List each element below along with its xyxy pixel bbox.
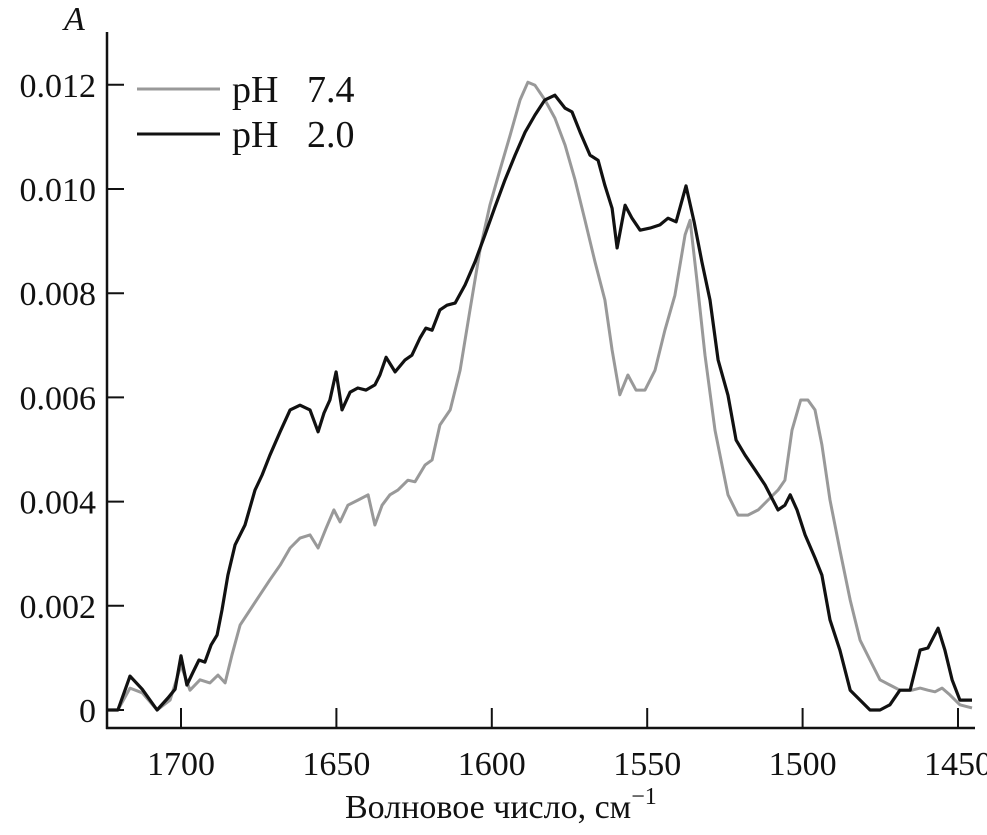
series-layer <box>107 80 973 712</box>
y-tick-label: 0.004 <box>20 485 97 522</box>
legend-label-ph-7-4: pH 7.4 <box>232 69 354 111</box>
x-tick-label: 1450 <box>924 746 987 783</box>
x-tick-label: 1650 <box>302 746 370 783</box>
x-axis-title-text: Волновое число, см <box>345 789 631 826</box>
series-line-1 <box>107 93 972 712</box>
x-axis-title: Волновое число, см−1 <box>345 784 657 826</box>
y-tick-label: 0.010 <box>20 172 97 209</box>
y-tick-label: 0 <box>79 693 96 730</box>
y-tick-label: 0.012 <box>20 68 97 105</box>
y-tick-label: 0.006 <box>20 380 97 417</box>
y-tick-label: 0.008 <box>20 276 97 313</box>
y-tick-label: 0.002 <box>20 589 97 626</box>
legend-label-ph-2-0: pH 2.0 <box>232 114 354 156</box>
legend: pH 7.4 pH 2.0 <box>137 69 354 156</box>
x-axis-title-superscript: −1 <box>631 784 657 810</box>
series-line-0 <box>107 80 973 712</box>
x-tick-label: 1700 <box>147 746 215 783</box>
x-tick-label: 1600 <box>458 746 526 783</box>
ticks-layer: 1700 1650 1600 1550 1500 1450 0 0.002 0.004 0.006… <box>20 68 987 783</box>
x-tick-label: 1500 <box>769 746 837 783</box>
y-axis-title: A <box>62 1 85 38</box>
x-tick-label: 1550 <box>613 746 681 783</box>
